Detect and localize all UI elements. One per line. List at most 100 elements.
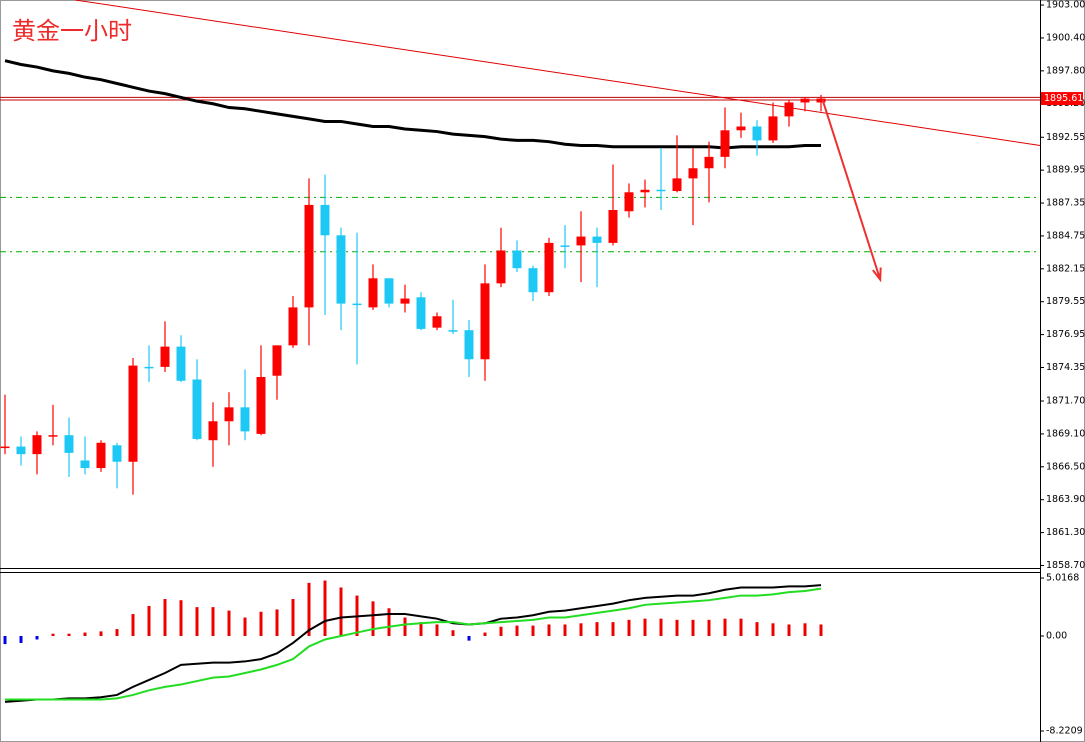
histogram-bar (291, 599, 295, 637)
histogram-bar (499, 626, 503, 637)
candle-body (160, 346, 170, 367)
trend-line (75, 0, 1041, 146)
histogram-bar (787, 624, 791, 637)
y-tick-label: 1863.90 (1046, 494, 1085, 505)
histogram-bar (515, 625, 519, 637)
candle-body (288, 307, 298, 346)
y-tick-label: 1903.00 (1046, 0, 1085, 11)
y-tick-label: 1897.80 (1046, 65, 1085, 76)
candle-body (640, 189, 650, 193)
candle-body (64, 435, 74, 453)
candle-body (224, 407, 234, 422)
histogram-bar (531, 625, 535, 637)
candle-body (208, 421, 218, 441)
y-tick-label: 1889.95 (1046, 165, 1085, 176)
histogram-bar (99, 631, 103, 637)
histogram-bar (451, 630, 455, 637)
candle-body (560, 245, 570, 247)
histogram-bar (739, 618, 743, 637)
candle-body (32, 435, 42, 455)
histogram-bar (195, 607, 199, 637)
forecast-arrow (821, 99, 882, 283)
candle-body (752, 126, 762, 141)
histogram-bar (659, 618, 663, 637)
histogram-bar (627, 619, 631, 637)
y-tick-label: 1871.70 (1046, 396, 1085, 407)
candle-body (704, 156, 714, 169)
candle-body (432, 316, 442, 328)
histogram-bar (723, 618, 727, 637)
candle-body (784, 102, 794, 117)
y-tick-label: 0.00 (1046, 631, 1067, 642)
candle-body (336, 235, 346, 304)
histogram-bar (435, 624, 439, 637)
y-tick-label: 1882.15 (1046, 263, 1085, 274)
candle-body (304, 204, 314, 308)
histogram-bar (51, 633, 55, 637)
histogram-bar (35, 636, 39, 640)
indicator-line (4, 584, 822, 703)
candle-body (384, 278, 394, 304)
histogram-bar (675, 619, 679, 637)
histogram-bar (803, 623, 807, 637)
chart-title: 黄金一小时 (12, 17, 132, 45)
histogram-bar (387, 608, 391, 637)
histogram-bar (147, 605, 151, 637)
histogram-bar (563, 624, 567, 637)
moving-average (4, 59, 821, 150)
candle-body (96, 442, 106, 469)
candle-body (192, 379, 202, 439)
histogram-bar (67, 633, 71, 637)
histogram-bar (771, 623, 775, 637)
y-tick-label: 1887.35 (1046, 198, 1085, 209)
y-tick-label: 1874.35 (1046, 362, 1085, 373)
histogram-bar (403, 617, 407, 637)
y-tick-label: 1858.70 (1046, 560, 1085, 571)
histogram-bar (707, 619, 711, 637)
candle-body (512, 250, 522, 269)
histogram-bar (579, 623, 583, 637)
candle-body (256, 376, 266, 434)
candle-body (544, 242, 554, 293)
histogram-bar (179, 600, 183, 637)
histogram-bar (163, 599, 167, 637)
candle-body (528, 268, 538, 293)
candle-body (448, 330, 458, 332)
histogram-bar (3, 636, 7, 645)
candle-body (688, 168, 698, 179)
candle-body (496, 250, 506, 284)
indicator-line (5, 587, 822, 701)
histogram-bar (243, 617, 247, 637)
candle-body (656, 189, 666, 192)
histogram-bar (755, 622, 759, 637)
candle-body (320, 204, 330, 236)
histogram-bar (19, 636, 23, 643)
histogram-bar (547, 624, 551, 637)
candle-body (672, 178, 682, 192)
candle-body (480, 283, 490, 360)
histogram-bar (691, 619, 695, 637)
y-tick-label: 1876.95 (1046, 329, 1085, 340)
y-tick-label: 1869.10 (1046, 428, 1085, 439)
histogram-bar (227, 610, 231, 637)
candle-body (176, 346, 186, 381)
histogram-bar (115, 629, 119, 637)
histogram-bar (611, 622, 615, 637)
histogram-bar (819, 624, 823, 637)
candle-body (736, 126, 746, 131)
histogram-bar (643, 618, 647, 637)
candle-body (576, 236, 586, 246)
histogram-bar (371, 601, 375, 637)
histogram-bar (339, 587, 343, 637)
y-tick-label: 5.0168 (1046, 573, 1079, 584)
histogram-bar (275, 609, 279, 637)
candle-body (608, 209, 618, 243)
candle-body (816, 98, 826, 103)
candle-body (112, 445, 122, 462)
y-tick-label: 1879.55 (1046, 296, 1085, 307)
candle-body (128, 365, 138, 462)
candle-body (368, 278, 378, 308)
y-tick-label: 1866.50 (1046, 461, 1085, 472)
current-price-box (1041, 92, 1083, 106)
histogram-bar (259, 611, 263, 637)
